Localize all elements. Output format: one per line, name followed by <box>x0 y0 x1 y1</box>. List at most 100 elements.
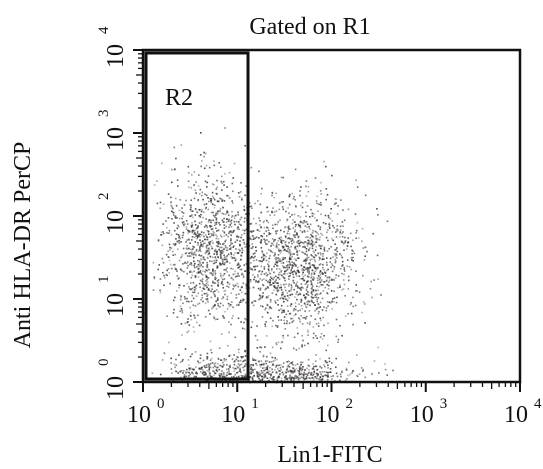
data-point <box>186 368 188 371</box>
data-point <box>202 359 205 362</box>
data-point <box>165 273 167 276</box>
data-point <box>321 297 324 300</box>
data-point <box>232 366 234 369</box>
data-point <box>210 233 213 235</box>
data-point <box>184 261 187 263</box>
data-point <box>220 257 222 259</box>
data-point <box>213 262 216 264</box>
data-point <box>258 237 260 239</box>
data-point <box>192 248 194 250</box>
data-point <box>336 213 339 215</box>
data-point <box>181 234 184 237</box>
data-point <box>290 371 293 373</box>
data-point <box>306 230 309 232</box>
data-point <box>173 222 175 224</box>
data-point <box>299 377 301 380</box>
data-point <box>283 300 285 303</box>
data-point <box>262 259 265 262</box>
data-point <box>287 207 289 209</box>
data-point <box>277 325 279 327</box>
data-point <box>204 366 206 369</box>
data-point <box>266 226 268 229</box>
data-point <box>333 268 335 270</box>
data-point <box>277 257 280 259</box>
data-point <box>291 255 293 258</box>
data-point <box>257 360 260 363</box>
data-point <box>193 291 196 294</box>
data-point <box>195 372 197 374</box>
data-point <box>183 374 186 376</box>
data-point <box>244 355 247 357</box>
data-point <box>229 245 231 247</box>
data-point <box>303 378 306 381</box>
data-point <box>195 287 197 290</box>
data-point <box>222 375 224 378</box>
data-point <box>276 326 279 328</box>
data-point <box>242 274 245 277</box>
data-point <box>339 253 341 255</box>
data-point <box>160 234 163 236</box>
data-point <box>377 278 379 280</box>
data-point <box>301 345 303 348</box>
data-point <box>240 299 242 302</box>
data-point <box>198 263 200 266</box>
data-point <box>265 243 267 245</box>
data-point <box>170 233 173 236</box>
data-point <box>174 229 176 232</box>
data-point <box>300 264 303 267</box>
data-point <box>240 356 243 358</box>
data-point <box>296 327 298 329</box>
data-point <box>305 236 308 238</box>
data-point <box>295 377 298 379</box>
data-point <box>300 283 302 285</box>
data-point <box>283 316 286 318</box>
data-point <box>198 222 201 224</box>
data-point <box>194 241 197 243</box>
data-point <box>345 248 348 250</box>
data-point <box>242 276 245 278</box>
data-point <box>285 210 287 213</box>
data-point <box>296 285 299 287</box>
data-point <box>240 321 242 323</box>
data-point <box>197 361 200 364</box>
data-point <box>326 194 329 196</box>
data-point <box>291 362 293 365</box>
data-point <box>245 292 247 295</box>
data-point <box>199 250 202 253</box>
data-point <box>189 209 192 211</box>
data-point <box>237 263 240 266</box>
data-point <box>340 375 342 378</box>
data-point <box>213 365 216 367</box>
data-point <box>291 367 294 369</box>
data-point <box>336 225 339 227</box>
data-point <box>284 249 286 251</box>
data-point <box>265 255 267 258</box>
data-point <box>250 238 253 241</box>
data-point <box>217 243 219 245</box>
data-point <box>261 305 264 308</box>
data-point <box>292 234 295 236</box>
data-point <box>208 365 210 368</box>
data-point <box>189 270 192 273</box>
data-point <box>216 210 219 213</box>
data-point <box>305 288 308 290</box>
data-point <box>214 282 216 284</box>
data-point <box>206 295 208 297</box>
data-point <box>178 354 180 356</box>
data-point <box>220 198 222 200</box>
data-point <box>182 247 185 250</box>
data-point <box>300 361 302 364</box>
data-point <box>233 363 236 366</box>
data-point <box>271 356 273 359</box>
data-point <box>205 203 208 205</box>
data-point <box>220 274 222 277</box>
data-point <box>275 324 277 327</box>
data-point <box>289 370 291 373</box>
data-point <box>186 255 189 257</box>
data-point <box>287 365 289 368</box>
data-point <box>334 277 337 279</box>
data-point <box>211 260 213 263</box>
data-point <box>325 165 327 168</box>
data-point <box>252 230 255 232</box>
data-point <box>321 272 324 274</box>
